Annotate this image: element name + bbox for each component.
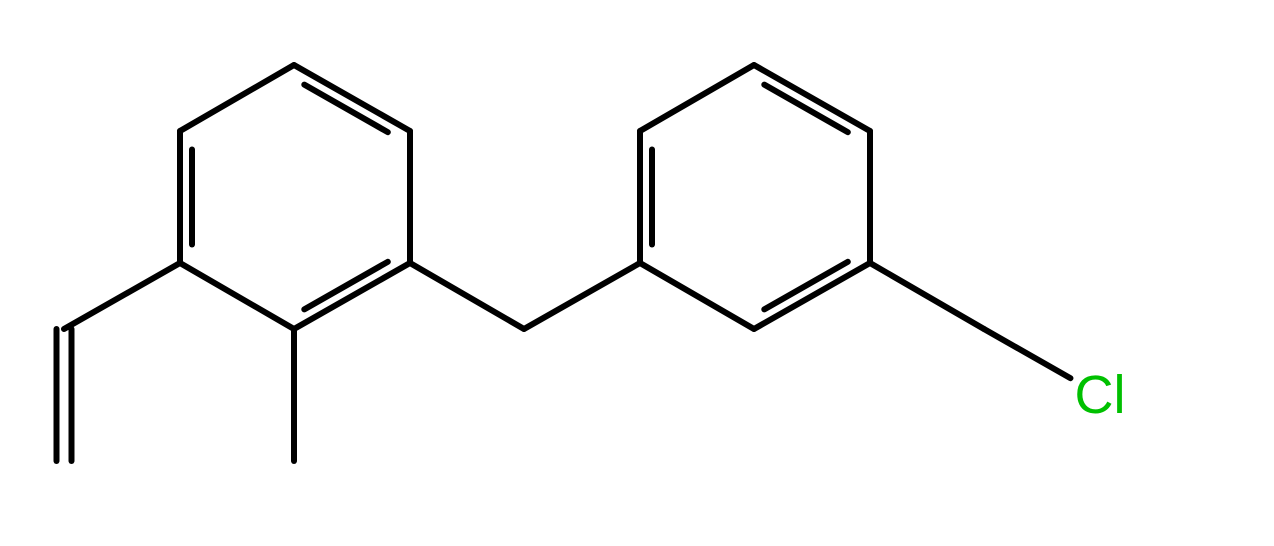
bond-C5-C6-outer [294, 65, 410, 131]
bond-C8-C3 [180, 263, 294, 329]
bond-C16-C11 [640, 263, 754, 329]
bond-C10-C11 [524, 263, 640, 329]
bond-C7-C10 [410, 263, 524, 329]
bond-C13-C14-outer [754, 65, 870, 131]
molecule-diagram: Cl [0, 0, 1274, 546]
bond-C17-Cl [984, 329, 1070, 378]
bond-C12-C13 [640, 65, 754, 131]
bond-C4-C5 [180, 65, 294, 131]
bond-C7-C8-outer [294, 263, 410, 329]
atom-label-cl: Cl [1075, 365, 1126, 425]
bond-C2-C3 [64, 263, 180, 329]
bond-C15-C17 [870, 263, 984, 329]
bond-C15-C16-outer [754, 263, 870, 329]
